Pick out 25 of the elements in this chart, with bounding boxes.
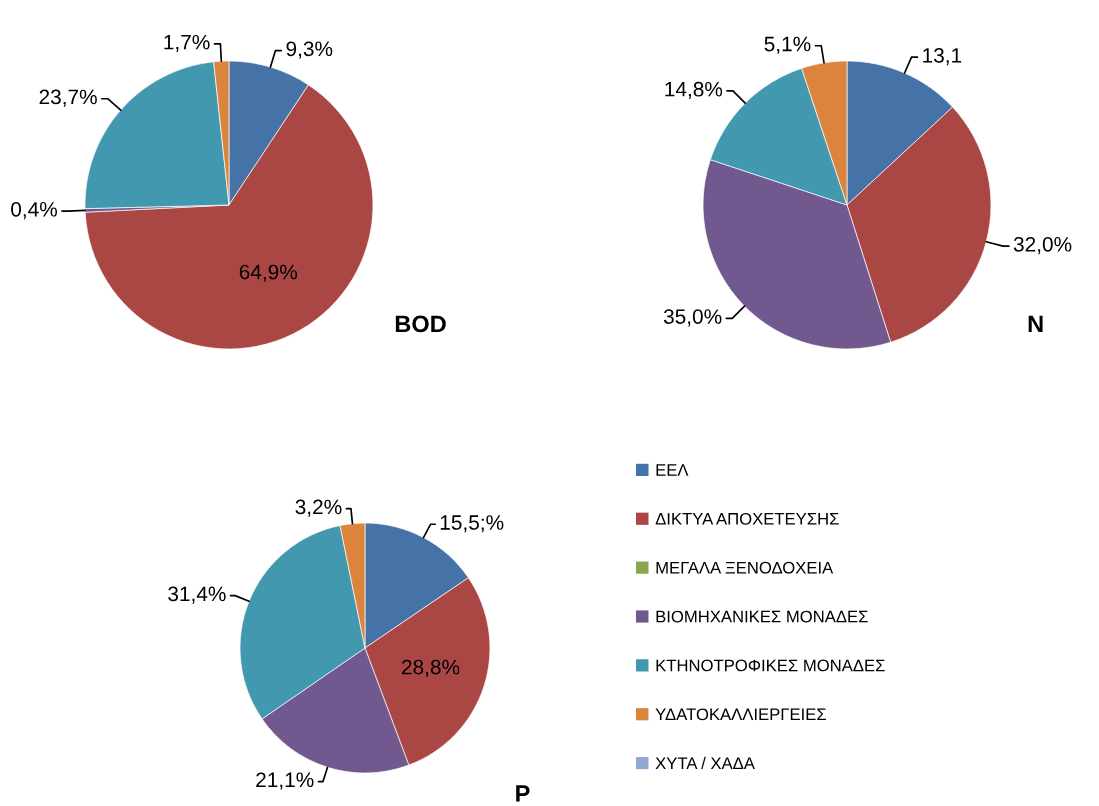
data-label: 32,0% — [1013, 236, 1072, 255]
legend-label: ΧΥΤΑ / ΧΑΔΑ — [655, 756, 755, 770]
data-label: 35,0% — [663, 309, 722, 327]
legend-label: ΕΕΛ — [656, 464, 689, 476]
data-label: 0,4% — [11, 201, 58, 220]
data-label: 5,1% — [764, 36, 811, 54]
data-label: 64,9% — [239, 264, 298, 282]
data-label: 9,3% — [286, 41, 333, 59]
legend-label: ΥΔΑΤΟΚΑΛΛΙΕΡΓΕΙΕΣ — [655, 708, 826, 721]
legend-label: ΜΕΓΑΛΑ ΞΕΝΟΔΟΧΕΙΑ — [656, 561, 834, 574]
data-label: 21,1% — [256, 772, 314, 790]
text: N — [1028, 315, 1043, 333]
legend-label: ΔΙΚΤΥΑ ΑΠΟΧΕΤΕΥΣΗΣ — [655, 512, 839, 525]
data-label: 23,7% — [39, 89, 97, 107]
data-label: 31,4% — [168, 586, 226, 604]
data-label: 28,8% — [402, 659, 460, 677]
text: BOD — [395, 315, 446, 333]
data-label: 13,1 — [923, 48, 962, 66]
data-label: 14,8% — [665, 81, 723, 100]
text: P — [516, 785, 530, 802]
data-label: 3,2% — [295, 499, 342, 517]
data-label: 1,7% — [164, 34, 210, 52]
data-label: 15,5;% — [440, 515, 504, 533]
legend-label: ΚΤΗΝΟΤΡΟΦΙΚΕΣ ΜΟΝΑΔΕΣ — [656, 659, 885, 672]
legend-label: ΒΙΟΜΗΧΑΝΙΚΕΣ ΜΟΝΑΔΕΣ — [656, 610, 868, 623]
